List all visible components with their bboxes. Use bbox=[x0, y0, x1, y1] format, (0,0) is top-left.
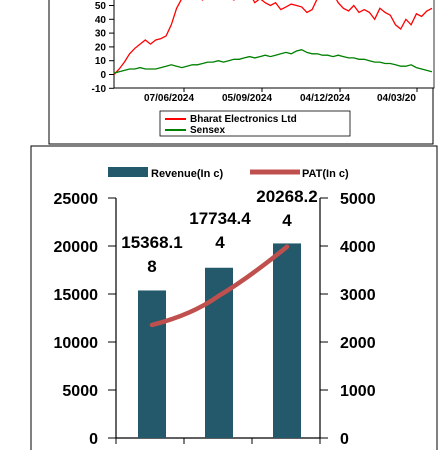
legend-box bbox=[159, 110, 351, 137]
left-tick-label: 10000 bbox=[54, 335, 99, 352]
chart-frame bbox=[30, 145, 438, 450]
right-tick-label: 4000 bbox=[340, 239, 376, 256]
left-tick-label: 25000 bbox=[54, 191, 99, 208]
legend-label-sensex: Sensex bbox=[190, 125, 225, 136]
revenue-bar bbox=[138, 290, 166, 438]
y-tick-label: 30 bbox=[95, 29, 107, 40]
revenue-bar bbox=[273, 243, 301, 438]
legend-label-bharat: Bharat Electronics Ltd bbox=[190, 114, 297, 125]
pat-series-line bbox=[149, 244, 290, 328]
axis-ticks: 2500020000150001000050000500040003000200… bbox=[54, 191, 376, 448]
y-tick-label: 50 bbox=[95, 1, 107, 12]
pat-line bbox=[149, 244, 290, 328]
revenue-data-label: 17734.4 bbox=[189, 209, 251, 228]
y-tick-label: -10 bbox=[92, 84, 107, 95]
right-tick-label: 1000 bbox=[340, 383, 376, 400]
revenue-data-label: 4 bbox=[282, 211, 292, 230]
right-tick-label: 5000 bbox=[340, 191, 376, 208]
legend-label-revenue: Revenue(In c) bbox=[151, 168, 223, 180]
x-tick-labels: 07/06/2024 05/09/2024 04/12/2024 04/03/20 bbox=[144, 88, 418, 104]
left-tick-label: 5000 bbox=[62, 383, 98, 400]
x-tick-label: 04/12/2024 bbox=[300, 93, 350, 104]
series-line-bharat bbox=[113, 0, 433, 75]
y-tick-label: 40 bbox=[95, 15, 107, 26]
left-tick-label: 20000 bbox=[54, 239, 99, 256]
x-tick-label: 04/03/20 bbox=[377, 93, 416, 104]
right-tick-label: 2000 bbox=[340, 335, 376, 352]
left-tick-label: 0 bbox=[89, 431, 98, 448]
revenue-data-labels: 15368.1 8 17734.4 4 20268.2 4 bbox=[121, 187, 317, 276]
plot-area bbox=[113, 0, 435, 89]
x-tick-label: 05/09/2024 bbox=[222, 93, 272, 104]
series-lines bbox=[113, 0, 433, 75]
revenue-data-label: 20268.2 bbox=[256, 187, 317, 206]
x-tick-label: 07/06/2024 bbox=[144, 93, 194, 104]
stock-price-chart: 6050403020100-10 07/06/202405/09/202404/… bbox=[48, 0, 435, 145]
right-tick-label: 3000 bbox=[340, 287, 376, 304]
y-tick-label: 0 bbox=[100, 70, 106, 81]
y-tick-labels: 6050403020100-10 bbox=[92, 1, 114, 95]
revenue-data-label: 4 bbox=[215, 233, 225, 252]
series-line-sensex bbox=[113, 49, 433, 74]
legend-swatch-revenue bbox=[108, 167, 148, 177]
left-tick-label: 15000 bbox=[54, 287, 99, 304]
y-tick-label: 20 bbox=[95, 42, 107, 53]
revenue-data-label: 8 bbox=[147, 257, 156, 276]
y-tick-label: 10 bbox=[95, 56, 107, 67]
legend-label-pat: PAT(In c) bbox=[302, 168, 349, 180]
revenue-data-label: 15368.1 bbox=[121, 233, 182, 252]
right-tick-label: 0 bbox=[340, 431, 349, 448]
